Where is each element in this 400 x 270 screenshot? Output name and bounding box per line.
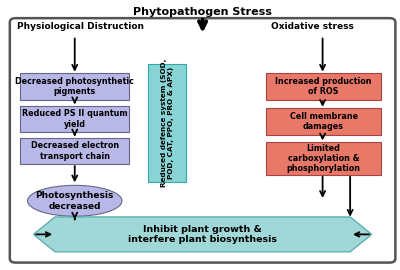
Text: Decreased photosynthetic
pigments: Decreased photosynthetic pigments <box>15 77 134 96</box>
FancyBboxPatch shape <box>20 106 130 132</box>
FancyBboxPatch shape <box>266 73 381 100</box>
Text: Decreased electron
transport chain: Decreased electron transport chain <box>31 141 119 161</box>
FancyBboxPatch shape <box>20 73 130 100</box>
Text: Increased production
of ROS: Increased production of ROS <box>275 77 372 96</box>
Polygon shape <box>34 217 372 252</box>
FancyBboxPatch shape <box>266 142 381 175</box>
Text: Physiological Distruction: Physiological Distruction <box>17 22 144 31</box>
Text: Limited
carboxylation &
phosphorylation: Limited carboxylation & phosphorylation <box>286 144 360 173</box>
Text: Inhibit plant growth &
interfere plant biosynthesis: Inhibit plant growth & interfere plant b… <box>128 225 277 244</box>
FancyBboxPatch shape <box>10 18 395 263</box>
Text: Oxidative stress: Oxidative stress <box>271 22 354 31</box>
Text: Cell membrane
damages: Cell membrane damages <box>290 112 358 131</box>
FancyBboxPatch shape <box>20 138 130 164</box>
Text: Reduced PS II quantum
yield: Reduced PS II quantum yield <box>22 109 128 129</box>
Text: Photosynthesis
decreased: Photosynthesis decreased <box>36 191 114 211</box>
FancyBboxPatch shape <box>148 64 186 182</box>
FancyBboxPatch shape <box>266 109 381 135</box>
Text: Phytopathogen Stress: Phytopathogen Stress <box>133 7 272 17</box>
Ellipse shape <box>28 185 122 216</box>
Text: Reduced defence system (SOD,
POD, CAT, PPO, PRO & APX): Reduced defence system (SOD, POD, CAT, P… <box>161 59 174 187</box>
